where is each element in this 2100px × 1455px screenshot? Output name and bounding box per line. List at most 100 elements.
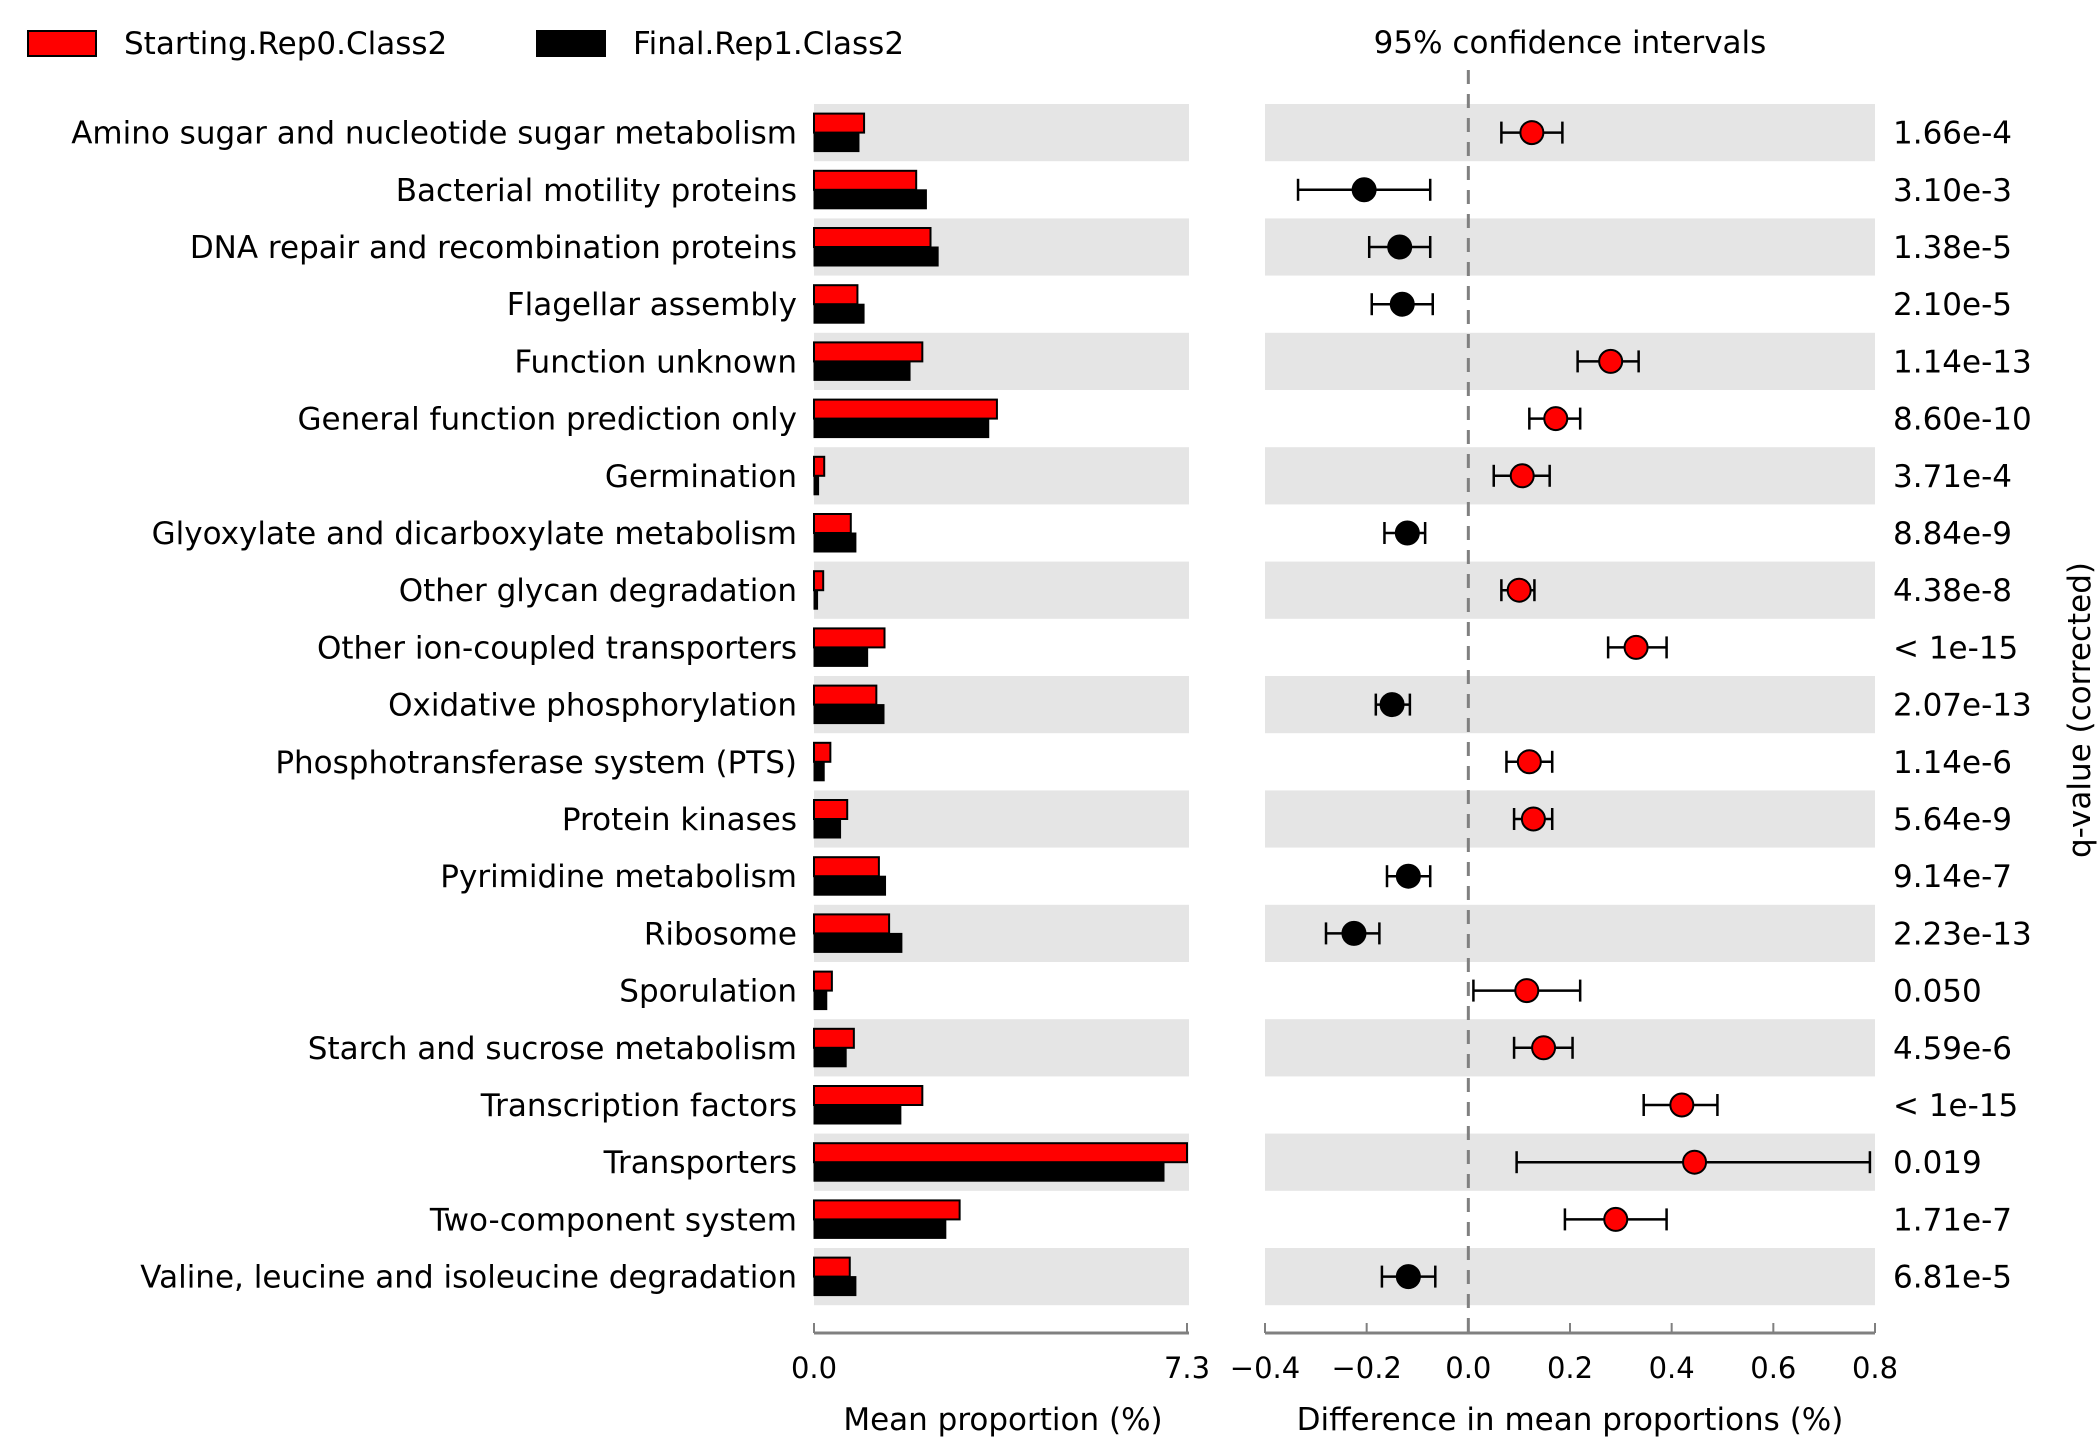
left-x-tick-label: 0.0 (791, 1351, 837, 1385)
legend-swatch-starting (27, 30, 97, 57)
bar-final (813, 1161, 1165, 1182)
bar-final (813, 303, 865, 324)
right-x-tick-label: −0.2 (1331, 1351, 1401, 1385)
bar-final (813, 818, 842, 839)
diff-point (1389, 291, 1415, 317)
q-value: 1.71e-7 (1893, 1202, 2012, 1238)
q-value: 8.60e-10 (1893, 402, 2032, 438)
q-value: 2.07e-13 (1893, 688, 2032, 724)
bar-final (813, 1104, 902, 1125)
feature-label: Phosphotransferase system (PTS) (275, 745, 797, 781)
bar-starting (813, 970, 833, 992)
q-value: 1.66e-4 (1893, 116, 2012, 152)
bar-starting (813, 741, 832, 763)
row-band-right (1265, 676, 1875, 734)
q-value: 4.59e-6 (1893, 1031, 2012, 1067)
feature-label: Two-component system (429, 1202, 797, 1238)
feature-label: Glyoxylate and dicarboxylate metabolism (152, 516, 797, 552)
row-band-right (1265, 790, 1875, 848)
bar-final (813, 646, 869, 667)
diff-point (1520, 806, 1546, 832)
q-value: 0.050 (1893, 974, 1982, 1010)
legend-label-final: Final.Rep1.Class2 (633, 26, 904, 62)
bar-final (813, 532, 857, 553)
bar-starting (813, 112, 866, 134)
right-x-tick-label: 0.8 (1852, 1351, 1898, 1385)
bar-final (813, 1047, 847, 1068)
q-value: 9.14e-7 (1893, 859, 2012, 895)
feature-label: Ribosome (644, 916, 797, 952)
right-x-tick-label: 0.4 (1649, 1351, 1695, 1385)
row-band-left (814, 561, 1189, 619)
feature-label: Protein kinases (562, 802, 797, 838)
row-band-right (1265, 561, 1875, 619)
row-band-right (1265, 104, 1875, 162)
bar-starting (813, 1027, 855, 1049)
row-band-left (814, 790, 1189, 848)
bar-starting (813, 169, 918, 191)
feature-label: Sporulation (619, 974, 797, 1010)
left-x-tick-label: 7.3 (1164, 1351, 1210, 1385)
diff-point (1519, 120, 1545, 146)
bar-final (813, 1218, 947, 1239)
feature-label: Valine, leucine and isoleucine degradati… (140, 1260, 797, 1296)
bar-final (813, 1276, 857, 1297)
left-x-axis-label: Mean proportion (%) (843, 1402, 1162, 1438)
bar-final (813, 418, 990, 439)
diff-point (1506, 577, 1532, 603)
q-value: 6.81e-5 (1893, 1260, 2012, 1296)
feature-label: Other glycan degradation (399, 573, 797, 609)
diff-point (1379, 692, 1405, 718)
q-value: 1.14e-13 (1893, 344, 2032, 380)
bar-starting (813, 398, 998, 420)
bar-starting (813, 856, 880, 878)
diff-point (1341, 920, 1367, 946)
bar-starting (813, 455, 826, 477)
feature-label: Flagellar assembly (507, 287, 797, 323)
legend: Starting.Rep0.Class2 Final.Rep1.Class2 (27, 26, 904, 62)
diff-point (1516, 749, 1542, 775)
feature-label: DNA repair and recombination proteins (190, 230, 797, 266)
bar-final (813, 360, 911, 381)
feature-label: Transporters (603, 1145, 797, 1181)
legend-label-starting: Starting.Rep0.Class2 (124, 26, 447, 62)
bar-starting (813, 1256, 851, 1278)
feature-label: Function unknown (514, 344, 797, 380)
bar-final (813, 589, 819, 610)
diff-point (1514, 978, 1540, 1004)
bar-starting (813, 341, 924, 363)
feature-labels: Amino sugar and nucleotide sugar metabol… (71, 116, 797, 1296)
right-x-tick-label: 0.2 (1547, 1351, 1593, 1385)
bar-starting (813, 1142, 1188, 1164)
diff-point (1682, 1149, 1708, 1175)
q-value: < 1e-15 (1893, 1088, 2018, 1124)
diff-point (1598, 348, 1624, 374)
feature-label: Amino sugar and nucleotide sugar metabol… (71, 116, 797, 152)
right-x-tick-label: 0.6 (1750, 1351, 1796, 1385)
q-value: 3.71e-4 (1893, 459, 2012, 495)
q-value: < 1e-15 (1893, 630, 2018, 666)
q-value: 5.64e-9 (1893, 802, 2012, 838)
bar-final (813, 475, 820, 496)
bar-starting (813, 913, 891, 935)
diff-point (1395, 1264, 1421, 1290)
axes: 0.0 7.3 −0.4 −0.2 0.0 0.2 0.4 0.6 0.8 (791, 1323, 1898, 1385)
bar-final (813, 246, 939, 267)
q-value: 0.019 (1893, 1145, 1982, 1181)
feature-label: Bacterial motility proteins (396, 173, 797, 209)
q-value-axis-label: q-value (corrected) (2062, 562, 2098, 858)
diff-point (1531, 1035, 1557, 1061)
diff-point (1394, 520, 1420, 546)
q-value: 8.84e-9 (1893, 516, 2012, 552)
bar-starting (813, 684, 878, 706)
feature-label: Germination (605, 459, 797, 495)
bar-starting (813, 1199, 961, 1221)
diff-point (1623, 634, 1649, 660)
diff-point (1669, 1092, 1695, 1118)
row-band-left (814, 104, 1189, 162)
right-x-tick-label: 0.0 (1445, 1351, 1491, 1385)
bar-final (813, 704, 885, 725)
row-band-left (814, 447, 1189, 505)
bar-starting (813, 799, 849, 820)
